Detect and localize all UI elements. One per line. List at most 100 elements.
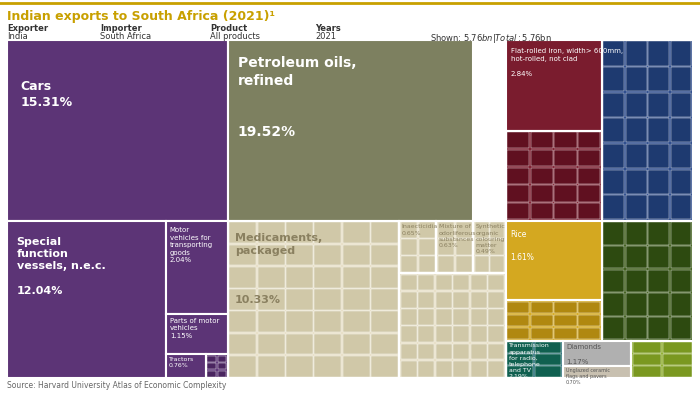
- Bar: [508, 342, 533, 353]
- Bar: [471, 309, 486, 325]
- Bar: [258, 311, 285, 332]
- Bar: [603, 246, 624, 268]
- Text: Flat-rolled iron, width> 600mm,
hot-rolled, not clad

2.84%: Flat-rolled iron, width> 600mm, hot-roll…: [510, 48, 622, 77]
- Bar: [400, 273, 505, 378]
- Bar: [419, 222, 435, 238]
- Bar: [491, 256, 504, 272]
- Text: Exporter: Exporter: [7, 24, 48, 33]
- Bar: [371, 267, 398, 288]
- Bar: [401, 275, 417, 290]
- Bar: [626, 317, 647, 339]
- Bar: [436, 344, 452, 359]
- Bar: [286, 356, 313, 376]
- Bar: [456, 222, 472, 238]
- Text: Unglazed ceramic
flags and pavers
0.70%: Unglazed ceramic flags and pavers 0.70%: [566, 368, 610, 385]
- Bar: [218, 356, 226, 362]
- Bar: [554, 328, 577, 339]
- Bar: [475, 239, 489, 255]
- Bar: [578, 302, 601, 313]
- Bar: [626, 67, 647, 91]
- Bar: [603, 170, 624, 194]
- Text: Indian exports to South Africa (2021)¹: Indian exports to South Africa (2021)¹: [7, 10, 275, 23]
- Bar: [471, 292, 486, 308]
- Bar: [454, 275, 469, 290]
- Bar: [535, 342, 561, 353]
- Bar: [671, 93, 692, 117]
- Bar: [531, 328, 553, 339]
- Bar: [314, 244, 341, 265]
- Bar: [343, 311, 370, 332]
- Bar: [471, 326, 486, 342]
- Bar: [603, 144, 624, 168]
- Bar: [508, 315, 529, 326]
- Bar: [456, 256, 472, 272]
- Bar: [505, 40, 602, 130]
- Bar: [531, 168, 553, 184]
- Bar: [454, 309, 469, 325]
- Bar: [535, 366, 561, 376]
- Bar: [371, 289, 398, 310]
- Bar: [671, 170, 692, 194]
- Bar: [343, 222, 370, 243]
- Bar: [554, 150, 577, 166]
- Bar: [343, 244, 370, 265]
- Bar: [258, 334, 285, 354]
- Bar: [314, 289, 341, 310]
- Bar: [531, 302, 553, 313]
- Text: Petroleum oils,
refined


19.52%: Petroleum oils, refined 19.52%: [238, 56, 356, 140]
- Bar: [554, 168, 577, 184]
- Bar: [603, 42, 624, 66]
- Bar: [7, 40, 228, 221]
- Bar: [371, 356, 398, 376]
- Bar: [508, 302, 529, 313]
- Bar: [531, 203, 553, 219]
- Bar: [371, 222, 398, 243]
- Bar: [314, 356, 341, 376]
- Text: Tractors
0.76%: Tractors 0.76%: [169, 357, 194, 368]
- Bar: [489, 275, 504, 290]
- Bar: [489, 344, 504, 359]
- Bar: [454, 292, 469, 308]
- Bar: [626, 294, 647, 316]
- Bar: [314, 222, 341, 243]
- Text: Shown: $5.76bn  |  Total: $5.76bn: Shown: $5.76bn | Total: $5.76bn: [430, 32, 552, 45]
- Bar: [230, 334, 256, 354]
- Bar: [648, 67, 669, 91]
- Bar: [258, 244, 285, 265]
- Bar: [230, 267, 256, 288]
- Bar: [671, 222, 692, 244]
- Bar: [508, 185, 529, 202]
- Bar: [663, 342, 692, 353]
- Bar: [401, 309, 417, 325]
- Bar: [230, 356, 256, 376]
- Bar: [554, 185, 577, 202]
- Bar: [419, 275, 434, 290]
- Bar: [489, 361, 504, 376]
- Bar: [471, 344, 486, 359]
- Bar: [671, 294, 692, 316]
- Bar: [419, 309, 434, 325]
- Bar: [400, 221, 436, 273]
- Bar: [578, 185, 601, 202]
- Bar: [258, 267, 285, 288]
- Text: Inaecticidia
0.65%: Inaecticidia 0.65%: [402, 224, 438, 236]
- Bar: [508, 168, 529, 184]
- Bar: [401, 292, 417, 308]
- Bar: [531, 150, 553, 166]
- Bar: [671, 42, 692, 66]
- Bar: [626, 170, 647, 194]
- Bar: [401, 361, 417, 376]
- Bar: [401, 326, 417, 342]
- Bar: [218, 363, 226, 369]
- Text: 2021: 2021: [315, 32, 336, 41]
- Bar: [671, 246, 692, 268]
- Bar: [648, 195, 669, 219]
- Text: South Africa: South Africa: [100, 32, 151, 41]
- Bar: [531, 185, 553, 202]
- Text: Cars
15.31%: Cars 15.31%: [20, 80, 72, 109]
- Bar: [508, 366, 533, 376]
- Bar: [648, 246, 669, 268]
- Bar: [258, 289, 285, 310]
- Text: India: India: [7, 32, 28, 41]
- Text: Mixture of
odorliferous
substances
0.63%: Mixture of odorliferous substances 0.63%: [439, 224, 476, 248]
